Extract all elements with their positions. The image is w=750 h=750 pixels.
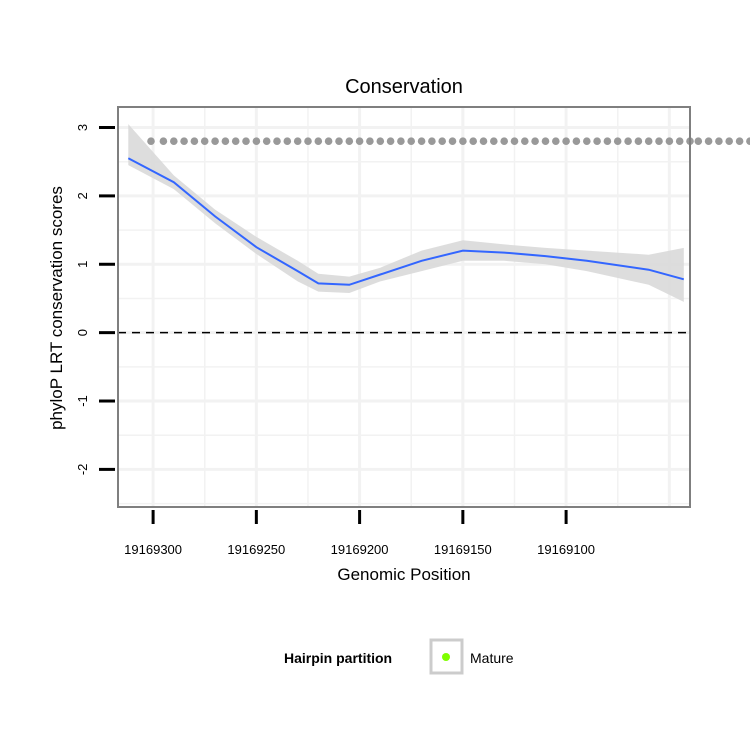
- x-tick-label: 19169300: [124, 542, 182, 557]
- data-point: [262, 137, 271, 145]
- x-axis: 19169300 19169250 19169200 19169150 19169100: [124, 510, 595, 557]
- data-point: [500, 137, 509, 145]
- data-point: [438, 137, 447, 145]
- data-point: [283, 137, 292, 145]
- data-point: [147, 137, 155, 145]
- data-point: [704, 137, 713, 145]
- data-point: [725, 137, 733, 145]
- smooth-trend-line: [127, 157, 685, 286]
- data-point: [521, 137, 529, 145]
- data-point: [459, 137, 467, 145]
- data-point: [200, 137, 209, 145]
- data-point: [170, 137, 178, 145]
- data-point: [324, 137, 333, 145]
- data-point: [448, 137, 457, 145]
- y-tick-label: 1: [75, 261, 90, 268]
- data-point: [397, 137, 405, 145]
- x-tick-label: 19169250: [227, 542, 285, 557]
- data-point: [180, 137, 188, 145]
- data-point: [562, 137, 570, 145]
- y-tick-label: -2: [75, 464, 90, 476]
- data-point: [190, 137, 199, 145]
- y-tick-label: 0: [75, 329, 90, 336]
- chart-title: Conservation: [345, 76, 463, 98]
- data-point: [335, 137, 343, 145]
- data-point: [407, 137, 416, 145]
- data-point: [355, 137, 364, 145]
- data-point: [314, 137, 323, 145]
- data-point: [159, 137, 168, 145]
- data-point: [252, 137, 261, 145]
- data-point: [675, 137, 684, 145]
- x-tick-label: 19169150: [434, 542, 492, 557]
- data-point: [603, 137, 612, 145]
- plot-panel: [117, 106, 750, 508]
- y-axis: -2 -1 0 1 2 3: [75, 124, 115, 475]
- x-tick-label: 19169100: [537, 542, 595, 557]
- data-point: [273, 137, 281, 145]
- data-point: [531, 137, 539, 145]
- data-point: [746, 137, 750, 145]
- data-point: [634, 137, 643, 145]
- data-point: [715, 137, 723, 145]
- data-point: [593, 137, 601, 145]
- panel-background: [118, 107, 690, 507]
- legend-mature-swatch: [442, 653, 450, 661]
- data-point: [211, 137, 219, 145]
- data-point: [644, 137, 653, 145]
- x-axis-title: Genomic Position: [337, 565, 470, 584]
- data-point: [583, 137, 591, 145]
- data-point: [624, 137, 632, 145]
- y-axis-title: phyloP LRT conservation scores: [47, 186, 66, 430]
- legend: Hairpin partition Mature: [284, 638, 514, 675]
- data-point: [417, 137, 426, 145]
- data-point: [231, 137, 240, 145]
- data-points: [147, 137, 750, 145]
- data-point: [510, 137, 519, 145]
- data-point: [376, 137, 385, 145]
- data-point: [572, 137, 581, 145]
- data-point: [293, 137, 302, 145]
- data-point: [221, 137, 230, 145]
- data-point: [541, 137, 550, 145]
- data-point: [304, 137, 312, 145]
- data-point: [613, 137, 622, 145]
- smooth-band-group: [128, 124, 684, 302]
- panel-border: [117, 106, 691, 508]
- y-tick-label: -1: [75, 395, 90, 407]
- data-point: [242, 137, 250, 145]
- data-point: [552, 137, 560, 145]
- y-tick-label: 2: [75, 192, 90, 199]
- legend-mature-label: Mature: [470, 650, 514, 666]
- data-point: [366, 137, 374, 145]
- data-point: [655, 137, 663, 145]
- data-point: [469, 137, 478, 145]
- data-point: [386, 137, 395, 145]
- data-point: [694, 137, 703, 145]
- data-point: [345, 137, 354, 145]
- smooth-confidence-band: [128, 124, 684, 302]
- data-point: [479, 137, 488, 145]
- data-point: [665, 137, 674, 145]
- data-point: [428, 137, 436, 145]
- data-point: [735, 137, 744, 145]
- x-tick-label: 19169200: [331, 542, 389, 557]
- data-point: [490, 137, 498, 145]
- y-tick-label: 3: [75, 124, 90, 131]
- legend-title: Hairpin partition: [284, 650, 392, 666]
- smooth-line-group: [127, 157, 685, 286]
